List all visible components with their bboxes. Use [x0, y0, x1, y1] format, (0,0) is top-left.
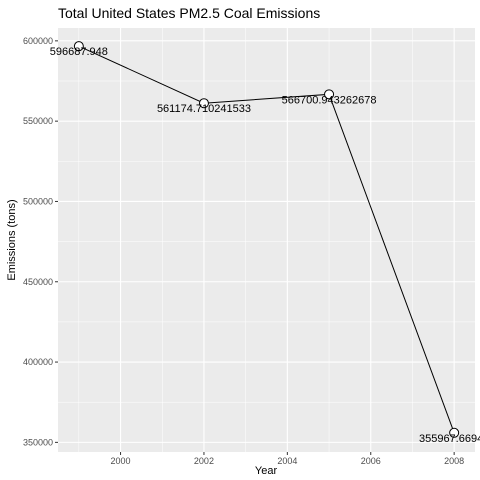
data-label: 355967.66942 — [419, 433, 480, 445]
x-axis-label: Year — [255, 465, 278, 477]
x-tick-label: 2006 — [361, 456, 381, 466]
y-tick-label: 600000 — [23, 36, 53, 46]
axis-ticks: 2000 2002 2004 2006 2008 350000 400000 450000 50… — [23, 36, 464, 466]
x-tick-label: 2004 — [277, 456, 297, 466]
data-label: 561174.710241533 — [157, 103, 251, 115]
grid-lines — [58, 28, 475, 452]
y-tick-label: 500000 — [23, 196, 53, 206]
data-label: 566700.943262678 — [282, 94, 377, 106]
data-labels: 596687.948 561174.710241533 566700.9432626… — [50, 46, 480, 445]
series-line — [78, 45, 455, 433]
data-label: 596687.948 — [50, 46, 108, 58]
y-tick-label: 400000 — [23, 357, 53, 367]
data-point — [449, 427, 460, 438]
y-tick-label: 450000 — [23, 277, 53, 287]
y-tick-label: 350000 — [23, 437, 53, 447]
x-tick-label: 2008 — [444, 456, 464, 466]
chart-title: Total United States PM2.5 Coal Emissions — [58, 5, 320, 21]
series-group — [73, 41, 460, 438]
y-axis-label: Emissions (tons) — [6, 199, 18, 280]
data-point — [73, 41, 84, 52]
data-point — [324, 89, 335, 100]
x-tick-label: 2002 — [194, 456, 214, 466]
data-point — [198, 98, 209, 109]
x-tick-label: 2000 — [111, 456, 131, 466]
y-tick-label: 550000 — [23, 116, 53, 126]
